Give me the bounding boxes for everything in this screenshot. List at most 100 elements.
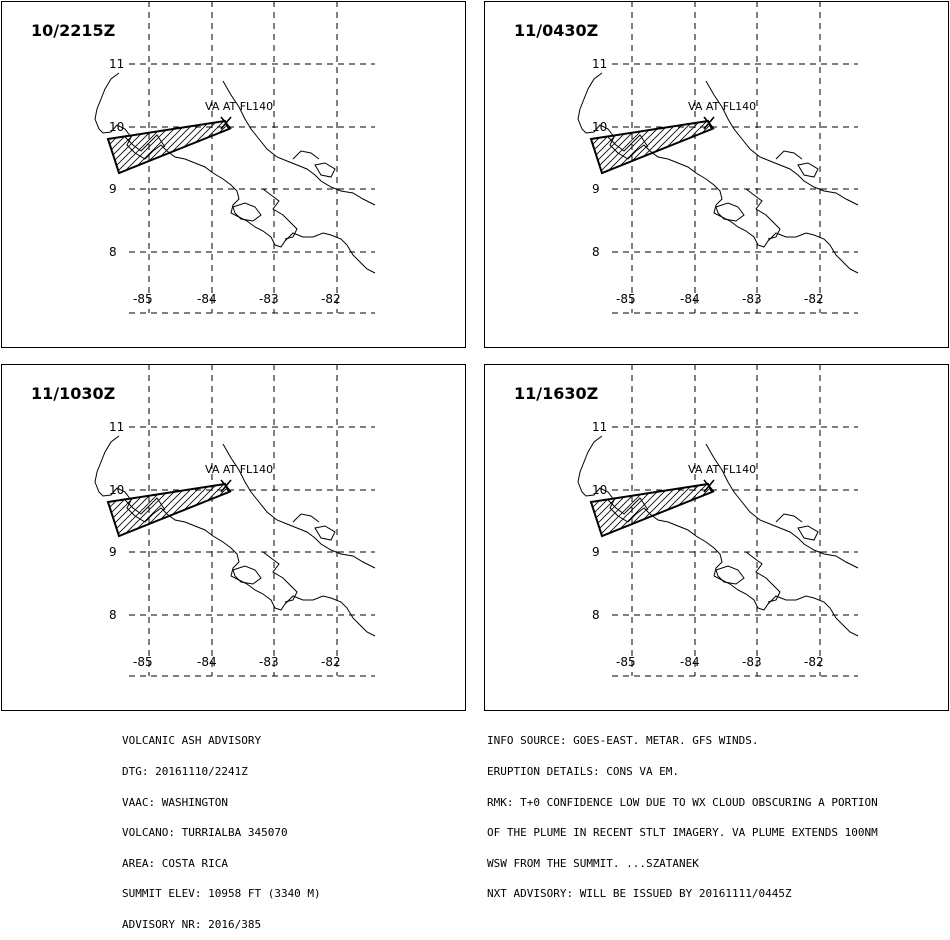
latitude-label: 10 [109, 483, 124, 497]
ash-plume-polygon [106, 119, 231, 175]
coastline [607, 497, 649, 515]
panel-time-label: 11/0430Z [514, 21, 598, 40]
map-panel-2: VA AT FL140 11/0430Z 11 10 9 8 -85 -84 -83 -82 [484, 1, 949, 348]
volcano-marker [703, 479, 715, 493]
footer-line: VOLCANIC ASH ADVISORY [122, 734, 262, 748]
longitude-label: -83 [742, 655, 762, 669]
map-panel-1: VA AT FL140 10/2215Z 11 10 9 8 -85 -84 -83 -82 [1, 1, 466, 348]
latitude-label: 9 [109, 182, 117, 196]
longitude-label: -83 [742, 292, 762, 306]
island-outline [232, 202, 262, 222]
coastline [262, 551, 298, 603]
coastline [775, 150, 803, 160]
coastline [262, 188, 298, 240]
coastline [222, 443, 376, 569]
latitude-label: 8 [109, 608, 117, 622]
latitude-label: 9 [592, 545, 600, 559]
longitude-label: -83 [259, 655, 279, 669]
longitude-label: -85 [616, 292, 636, 306]
ash-plume-polygon [589, 482, 714, 538]
volcano-marker [220, 116, 232, 130]
footer-line: AREA: COSTA RICA [122, 856, 228, 870]
map-panel-3: VA AT FL140 11/1030Z 11 10 9 8 -85 -84 -83 -82 [1, 364, 466, 711]
island-outline [314, 525, 336, 541]
volcano-marker [703, 116, 715, 130]
coastline [607, 134, 649, 152]
footer-line: VOLCANO: TURRIALBA 345070 [122, 826, 288, 840]
coastline [745, 188, 781, 240]
plume-label: VA AT FL140 [205, 100, 273, 113]
longitude-label: -82 [321, 655, 341, 669]
volcano-marker [220, 479, 232, 493]
panel-time-label: 10/2215Z [31, 21, 115, 40]
advisory-info-left: VOLCANIC ASH ADVISORY DTG: 20161110/2241… [122, 716, 321, 940]
island-outline [314, 162, 336, 178]
footer-line: DTG: 20161110/2241Z [122, 765, 248, 779]
coastline [577, 435, 859, 637]
panel-time-label: 11/1030Z [31, 384, 115, 403]
longitude-label: -85 [133, 655, 153, 669]
coastline [705, 443, 859, 569]
footer-line: INFO SOURCE: GOES-EAST. METAR. GFS WINDS… [487, 734, 759, 748]
footer-line: SUMMIT ELEV: 10958 FT (3340 M) [122, 887, 321, 901]
longitude-label: -85 [133, 292, 153, 306]
coastline [775, 513, 803, 523]
footer-line: ADVISORY NR: 2016/385 [122, 918, 262, 932]
latitude-label: 11 [109, 57, 124, 71]
plume-label: VA AT FL140 [205, 463, 273, 476]
panel-frame [484, 364, 949, 711]
map-panel-4: VA AT FL140 11/1630Z 11 10 9 8 -85 -84 -83 -82 [484, 364, 949, 711]
latitude-label: 11 [592, 420, 607, 434]
coastline [577, 72, 859, 274]
coastline [94, 435, 376, 637]
footer-line: RMK: T+0 CONFIDENCE LOW DUE TO WX CLOUD … [487, 795, 878, 809]
longitude-label: -85 [616, 655, 636, 669]
island-outline [797, 525, 819, 541]
island-outline [797, 162, 819, 178]
coastline [292, 513, 320, 523]
latitude-label: 11 [109, 420, 124, 434]
latitude-label: 9 [592, 182, 600, 196]
longitude-label: -84 [680, 292, 700, 306]
plume-label: VA AT FL140 [688, 100, 756, 113]
panel-frame [1, 364, 466, 711]
latitude-label: 8 [109, 245, 117, 259]
coastline [292, 150, 320, 160]
latitude-label: 8 [592, 608, 600, 622]
latitude-label: 9 [109, 545, 117, 559]
footer-line: ERUPTION DETAILS: CONS VA EM. [487, 765, 680, 779]
longitude-label: -84 [197, 292, 217, 306]
longitude-label: -82 [321, 292, 341, 306]
coastline [94, 72, 376, 274]
latitude-label: 10 [592, 483, 607, 497]
panel-time-label: 11/1630Z [514, 384, 598, 403]
longitude-label: -84 [197, 655, 217, 669]
latitude-label: 10 [592, 120, 607, 134]
coastline [222, 80, 376, 206]
footer-line: VAAC: WASHINGTON [122, 795, 228, 809]
longitude-label: -84 [680, 655, 700, 669]
island-outline [715, 565, 745, 585]
latitude-label: 11 [592, 57, 607, 71]
plume-label: VA AT FL140 [688, 463, 756, 476]
latitude-label: 8 [592, 245, 600, 259]
panel-frame [484, 1, 949, 348]
ash-plume-polygon [589, 119, 714, 175]
coastline [705, 80, 859, 206]
ash-plume-polygon [106, 482, 231, 538]
longitude-label: -83 [259, 292, 279, 306]
advisory-info-right: INFO SOURCE: GOES-EAST. METAR. GFS WINDS… [487, 716, 878, 910]
coastline [124, 497, 166, 515]
longitude-label: -82 [804, 292, 824, 306]
footer-line: WSW FROM THE SUMMIT. ...SZATANEK [487, 856, 699, 870]
footer-line: NXT ADVISORY: WILL BE ISSUED BY 20161111… [487, 887, 792, 901]
island-outline [715, 202, 745, 222]
latitude-label: 10 [109, 120, 124, 134]
coastline [124, 134, 166, 152]
coastline [745, 551, 781, 603]
longitude-label: -82 [804, 655, 824, 669]
footer-line: OF THE PLUME IN RECENT STLT IMAGERY. VA … [487, 826, 878, 840]
island-outline [232, 565, 262, 585]
panel-frame [1, 1, 466, 348]
